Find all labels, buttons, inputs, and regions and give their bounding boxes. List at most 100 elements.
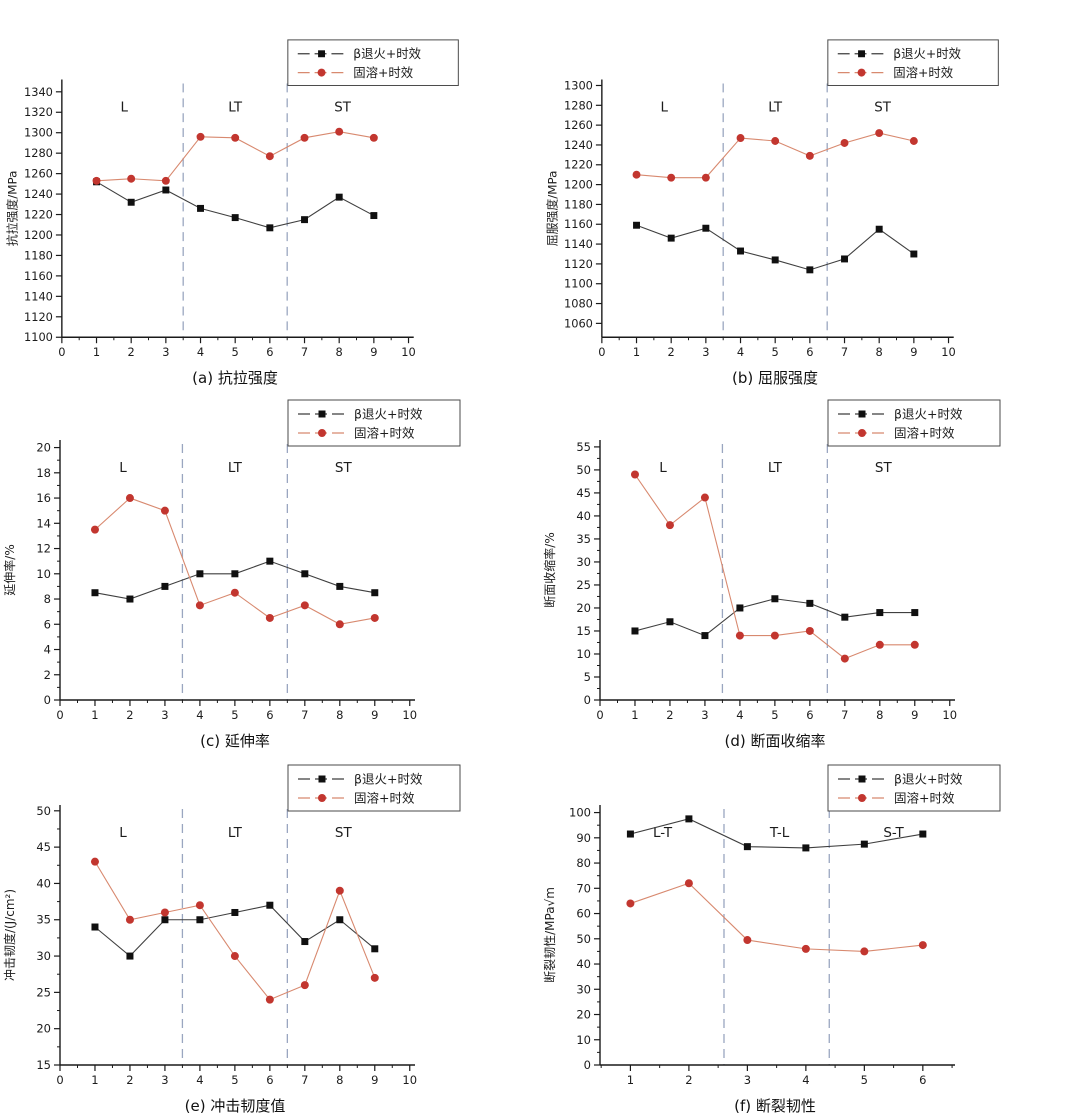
y-tick-label: 30 bbox=[576, 555, 591, 569]
x-tick-label: 9 bbox=[370, 345, 377, 359]
y-tick-label: 55 bbox=[576, 440, 591, 454]
data-point-marker bbox=[196, 570, 204, 578]
data-point-marker bbox=[231, 214, 239, 222]
data-point-marker bbox=[737, 247, 744, 255]
data-point-marker bbox=[702, 224, 710, 232]
series-line bbox=[634, 598, 915, 637]
x-tick-label: 2 bbox=[126, 1073, 133, 1087]
y-tick-label: 40 bbox=[36, 876, 51, 890]
data-point-marker bbox=[370, 613, 379, 622]
data-point-marker bbox=[371, 589, 379, 597]
series-beta-anneal-aging bbox=[626, 815, 927, 852]
data-point-marker bbox=[666, 618, 674, 626]
x-tick-label: 10 bbox=[402, 708, 417, 722]
data-point-marker bbox=[335, 886, 344, 895]
data-point-marker bbox=[626, 830, 634, 838]
legend-sample-marker bbox=[858, 50, 866, 58]
data-point-marker bbox=[626, 899, 635, 908]
y-axis: 15 20 25 30 35 40 45 50 bbox=[36, 804, 60, 1072]
series-beta-anneal-aging bbox=[91, 557, 379, 603]
x-tick-label: 6 bbox=[806, 708, 813, 722]
x-tick-label: 8 bbox=[876, 708, 883, 722]
data-point-marker bbox=[196, 916, 204, 924]
data-point-marker bbox=[231, 570, 239, 578]
region-dividers bbox=[721, 444, 828, 700]
y-tick-label: 10 bbox=[576, 647, 591, 661]
y-tick-label: 30 bbox=[36, 949, 51, 963]
y-tick-label: 1100 bbox=[564, 277, 593, 291]
y-tick-label: 0 bbox=[584, 1058, 591, 1072]
data-point-marker bbox=[665, 521, 674, 530]
x-tick-label: 5 bbox=[231, 1073, 238, 1087]
legend-box bbox=[827, 399, 1001, 447]
region-label: LT bbox=[768, 100, 783, 115]
y-tick-label: 20 bbox=[36, 1022, 51, 1036]
region-label: T-L bbox=[769, 825, 790, 841]
data-point-marker bbox=[369, 133, 378, 142]
region-label: S-T bbox=[883, 825, 904, 841]
y-tick-label: 1140 bbox=[564, 237, 593, 251]
series-solution-aging bbox=[90, 857, 379, 1004]
data-point-marker bbox=[127, 198, 135, 206]
chart-a-canvas: L LT ST11001120114011601180120012201240126… bbox=[5, 39, 459, 359]
data-point-marker bbox=[300, 981, 309, 990]
data-point-marker bbox=[700, 493, 709, 502]
data-point-marker bbox=[127, 174, 136, 183]
y-axis: 1100 1120 1140 1160 1180 1200 1220 1240 1260 1280… bbox=[24, 85, 62, 344]
caption-e: (e) 冲击韧度值 bbox=[184, 1097, 286, 1115]
legend-item: 固溶+时效 bbox=[297, 65, 413, 80]
region-labels: L LT ST bbox=[119, 460, 352, 476]
y-tick-label: 1280 bbox=[24, 146, 53, 160]
y-tick-label: 1200 bbox=[24, 228, 53, 242]
data-point-marker bbox=[336, 916, 344, 924]
data-point-marker bbox=[90, 525, 99, 534]
data-point-marker bbox=[632, 170, 641, 179]
y-tick-label: 45 bbox=[576, 486, 591, 500]
y-tick-label: 1100 bbox=[24, 330, 53, 344]
legend-item-label: 固溶+时效 bbox=[353, 65, 413, 80]
axes bbox=[601, 79, 954, 338]
chart-f-canvas: L-T T-L S-T 0 10 20 30 40 50 60 70 80 90 100 1 2 3 4 5 6 断裂韧… bbox=[542, 764, 1001, 1087]
x-tick-label: 4 bbox=[736, 708, 743, 722]
data-point-marker bbox=[771, 137, 780, 145]
legend-item: 固溶+时效 bbox=[838, 426, 955, 441]
data-point-marker bbox=[736, 604, 744, 612]
data-point-marker bbox=[336, 582, 344, 590]
y-tick-label: 50 bbox=[576, 932, 591, 946]
y-tick-label: 50 bbox=[36, 804, 51, 818]
x-tick-label: 7 bbox=[301, 708, 308, 722]
y-axis-title: 冲击韧度/(J/cm²) bbox=[2, 889, 17, 981]
x-tick-label: 0 bbox=[56, 708, 63, 722]
panel-a: L LT ST 1100 1120 1140 1160 1180 1200 1220 1240 126… bbox=[0, 0, 540, 388]
x-tick-label: 7 bbox=[301, 1073, 308, 1087]
data-point-marker bbox=[684, 879, 693, 888]
series-beta-anneal-aging bbox=[91, 901, 379, 960]
y-tick-label: 25 bbox=[576, 578, 591, 592]
y-axis: 0 5 10 15 20 25 30 35 40 45 50 55 bbox=[576, 440, 600, 707]
data-point-marker bbox=[335, 620, 344, 629]
y-tick-label: 0 bbox=[584, 693, 591, 707]
y-tick-label: 1300 bbox=[564, 78, 593, 92]
x-tick-label: 9 bbox=[371, 1073, 378, 1087]
legend-box bbox=[827, 764, 1001, 812]
y-axis-title: 延伸率/% bbox=[2, 544, 17, 595]
data-point-marker bbox=[370, 973, 379, 982]
y-axis: 1060 1080 1100 1120 1140 1160 1180 1200 1220 1240… bbox=[564, 78, 602, 330]
x-tick-label: 4 bbox=[196, 1073, 203, 1087]
x-tick-label: 4 bbox=[196, 708, 203, 722]
region-label: L bbox=[119, 825, 127, 841]
data-point-marker bbox=[266, 557, 274, 565]
data-point-marker bbox=[911, 609, 919, 617]
region-label: ST bbox=[335, 460, 353, 476]
data-point-marker bbox=[231, 908, 239, 916]
panel-e: L LT ST 15 20 25 30 35 40 45 50 0 1 2 3 4 5 6 7 8 9 10 冲击韧度/(J… bbox=[0, 753, 540, 1118]
data-point-marker bbox=[91, 923, 99, 931]
x-tick-label: 1 bbox=[91, 1073, 98, 1087]
y-axis-title: 断面收缩率/% bbox=[542, 532, 557, 607]
x-tick-label: 10 bbox=[942, 708, 957, 722]
data-point-marker bbox=[909, 137, 918, 145]
legend-sample-marker bbox=[858, 775, 866, 783]
y-tick-label: 1220 bbox=[24, 207, 53, 221]
y-tick-label: 10 bbox=[576, 1033, 591, 1047]
data-point-marker bbox=[806, 266, 814, 274]
